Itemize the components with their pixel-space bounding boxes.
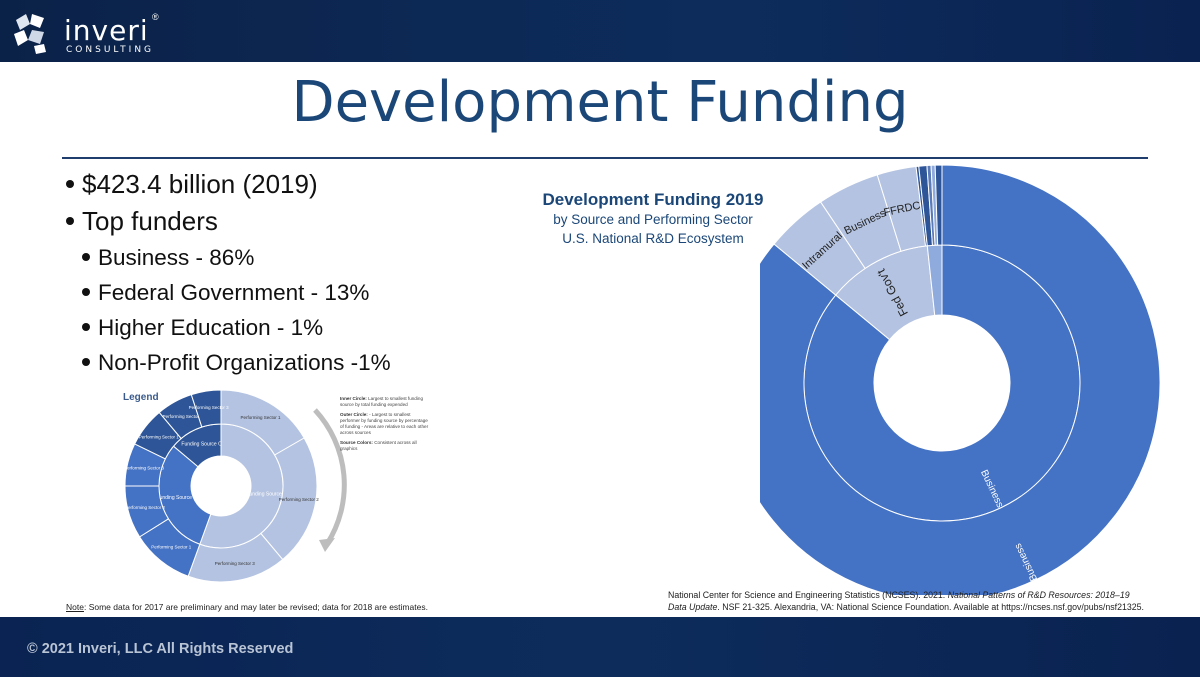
copyright-text: © 2021 Inveri, LLC All Rights Reserved <box>27 641 294 657</box>
legend-title: Legend <box>123 392 159 403</box>
slide-title: Development Funding <box>291 70 909 135</box>
bullet-icon <box>82 323 90 332</box>
sunburst-outer-segment <box>760 165 1161 595</box>
legend-outer-label: Performing Sector 3 <box>125 465 165 470</box>
chart-subtitle-line: by Source and Performing Sector <box>553 212 753 227</box>
bullet-icon <box>66 180 74 189</box>
legend-note-text: Consistent across all graphics <box>340 440 417 451</box>
bullet-text: Higher Education - 1% <box>98 315 324 340</box>
bullet-icon <box>82 288 90 297</box>
sub-bullet-item: Higher Education - 1% <box>82 310 391 345</box>
citation-text: National Center for Science and Engineer… <box>668 590 948 600</box>
brand-logo: inveri ® CONSULTING <box>10 10 170 56</box>
chart-title: Development Funding 2019 <box>542 190 764 209</box>
legend-note-head: Inner Circle: <box>340 396 367 401</box>
legend-outer-label: Performing Sector 1 <box>139 435 180 440</box>
legend-diagram: Funding Source A Funding Source B Funding … <box>125 389 347 583</box>
legend-inner-label: Funding Source C <box>181 442 222 448</box>
sub-bullet-item: Federal Government - 13% <box>82 275 391 310</box>
registered-mark: ® <box>152 12 159 22</box>
bullet-text: Top funders <box>82 206 218 236</box>
legend-note-head: Outer Circle: <box>340 412 368 417</box>
legend-outer-label: Performing Sector 2 <box>125 505 166 510</box>
bullet-icon <box>82 253 90 262</box>
legend-outer-label: Performing Sector 3 <box>215 561 256 566</box>
chart-title-block: Development Funding 2019 by Source and P… <box>523 190 783 248</box>
top-banner <box>0 0 1200 62</box>
sunburst-outer-segment <box>934 165 943 246</box>
bullet-icon <box>66 217 74 226</box>
citation-title: National Patterns of R&D Resources: 2018… <box>668 590 1130 612</box>
legend-outer-label: Performing Sector 2 <box>163 414 204 419</box>
bottom-banner <box>0 617 1200 677</box>
logo-mark-icon <box>14 14 46 54</box>
footnote-label: Note <box>66 602 84 612</box>
legend-outer-label: Performing Sector 3 <box>189 405 230 410</box>
footnote-text: : Some data for 2017 are preliminary and… <box>83 602 428 612</box>
legend-outer-label: Performing Sector 1 <box>240 415 281 420</box>
bullet-item: $423.4 billion (2019) <box>66 166 391 203</box>
footnote: Note: Some data for 2017 are preliminary… <box>66 602 428 612</box>
legend-outer-segment <box>190 389 222 428</box>
bullet-item: Top funders <box>66 203 391 240</box>
bullet-icon <box>82 358 90 367</box>
source-citation: National Center for Science and Engineer… <box>668 589 1148 613</box>
bullet-text: $423.4 billion (2019) <box>82 169 318 199</box>
legend-notes: Inner Circle: Largest to smallest fundin… <box>340 396 430 452</box>
brand-subtitle: CONSULTING <box>66 45 155 55</box>
legend-note-text: Largest to smallest funding source by to… <box>340 396 423 407</box>
bullet-text: Non-Profit Organizations -1% <box>98 350 391 375</box>
legend-outer-label: Performing Sector 1 <box>151 545 192 550</box>
legend-outer-label: Performing Sector 2 <box>279 497 320 502</box>
legend-inner-label: Funding Source B <box>157 495 198 501</box>
legend-note-text: - Largest to smallest performer by fundi… <box>340 412 429 435</box>
arrowhead-icon <box>319 538 335 552</box>
sub-bullet-item: Non-Profit Organizations -1% <box>82 345 391 380</box>
citation-text: . NSF 21-325. Alexandria, VA: National S… <box>717 602 1144 612</box>
bullet-text: Federal Government - 13% <box>98 280 370 305</box>
bullet-text: Business - 86% <box>98 245 255 270</box>
legend-note-head: Source Colors: <box>340 440 373 445</box>
brand-name: inveri <box>64 14 149 47</box>
bullet-list: $423.4 billion (2019) Top funders Busine… <box>66 166 391 380</box>
legend-inner-label: Funding Source A <box>246 491 286 497</box>
chart-subtitle-line: U.S. National R&D Ecosystem <box>562 231 744 246</box>
sub-bullet-item: Business - 86% <box>82 240 391 275</box>
title-divider <box>62 157 1148 159</box>
clockwise-arrow-icon <box>313 408 347 546</box>
